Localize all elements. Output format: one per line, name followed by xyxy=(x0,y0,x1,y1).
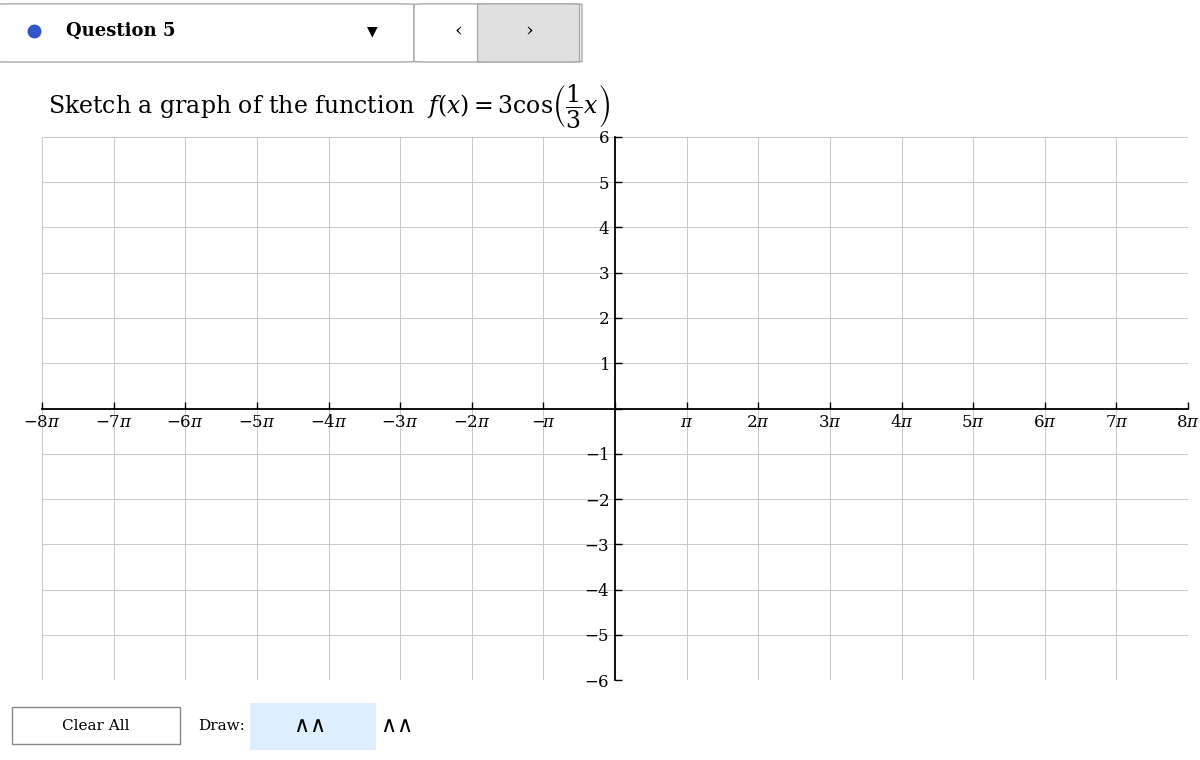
Text: ›: › xyxy=(526,22,533,40)
Text: Question 5: Question 5 xyxy=(66,22,175,40)
FancyBboxPatch shape xyxy=(250,702,376,750)
Text: $\wedge\!\wedge$: $\wedge\!\wedge$ xyxy=(293,715,326,736)
FancyBboxPatch shape xyxy=(478,4,580,62)
Text: ‹: ‹ xyxy=(455,22,462,40)
Text: Draw:: Draw: xyxy=(198,719,245,733)
FancyBboxPatch shape xyxy=(12,708,180,744)
Text: $\wedge\!\wedge$: $\wedge\!\wedge$ xyxy=(379,715,413,736)
Text: Sketch a graph of the function  $f(x) = 3\cos\!\left(\dfrac{1}{3}x\right)$: Sketch a graph of the function $f(x) = 3… xyxy=(48,82,610,130)
Text: ▼: ▼ xyxy=(367,24,377,38)
FancyBboxPatch shape xyxy=(414,4,582,62)
Text: Clear All: Clear All xyxy=(62,719,130,733)
FancyBboxPatch shape xyxy=(0,4,414,62)
